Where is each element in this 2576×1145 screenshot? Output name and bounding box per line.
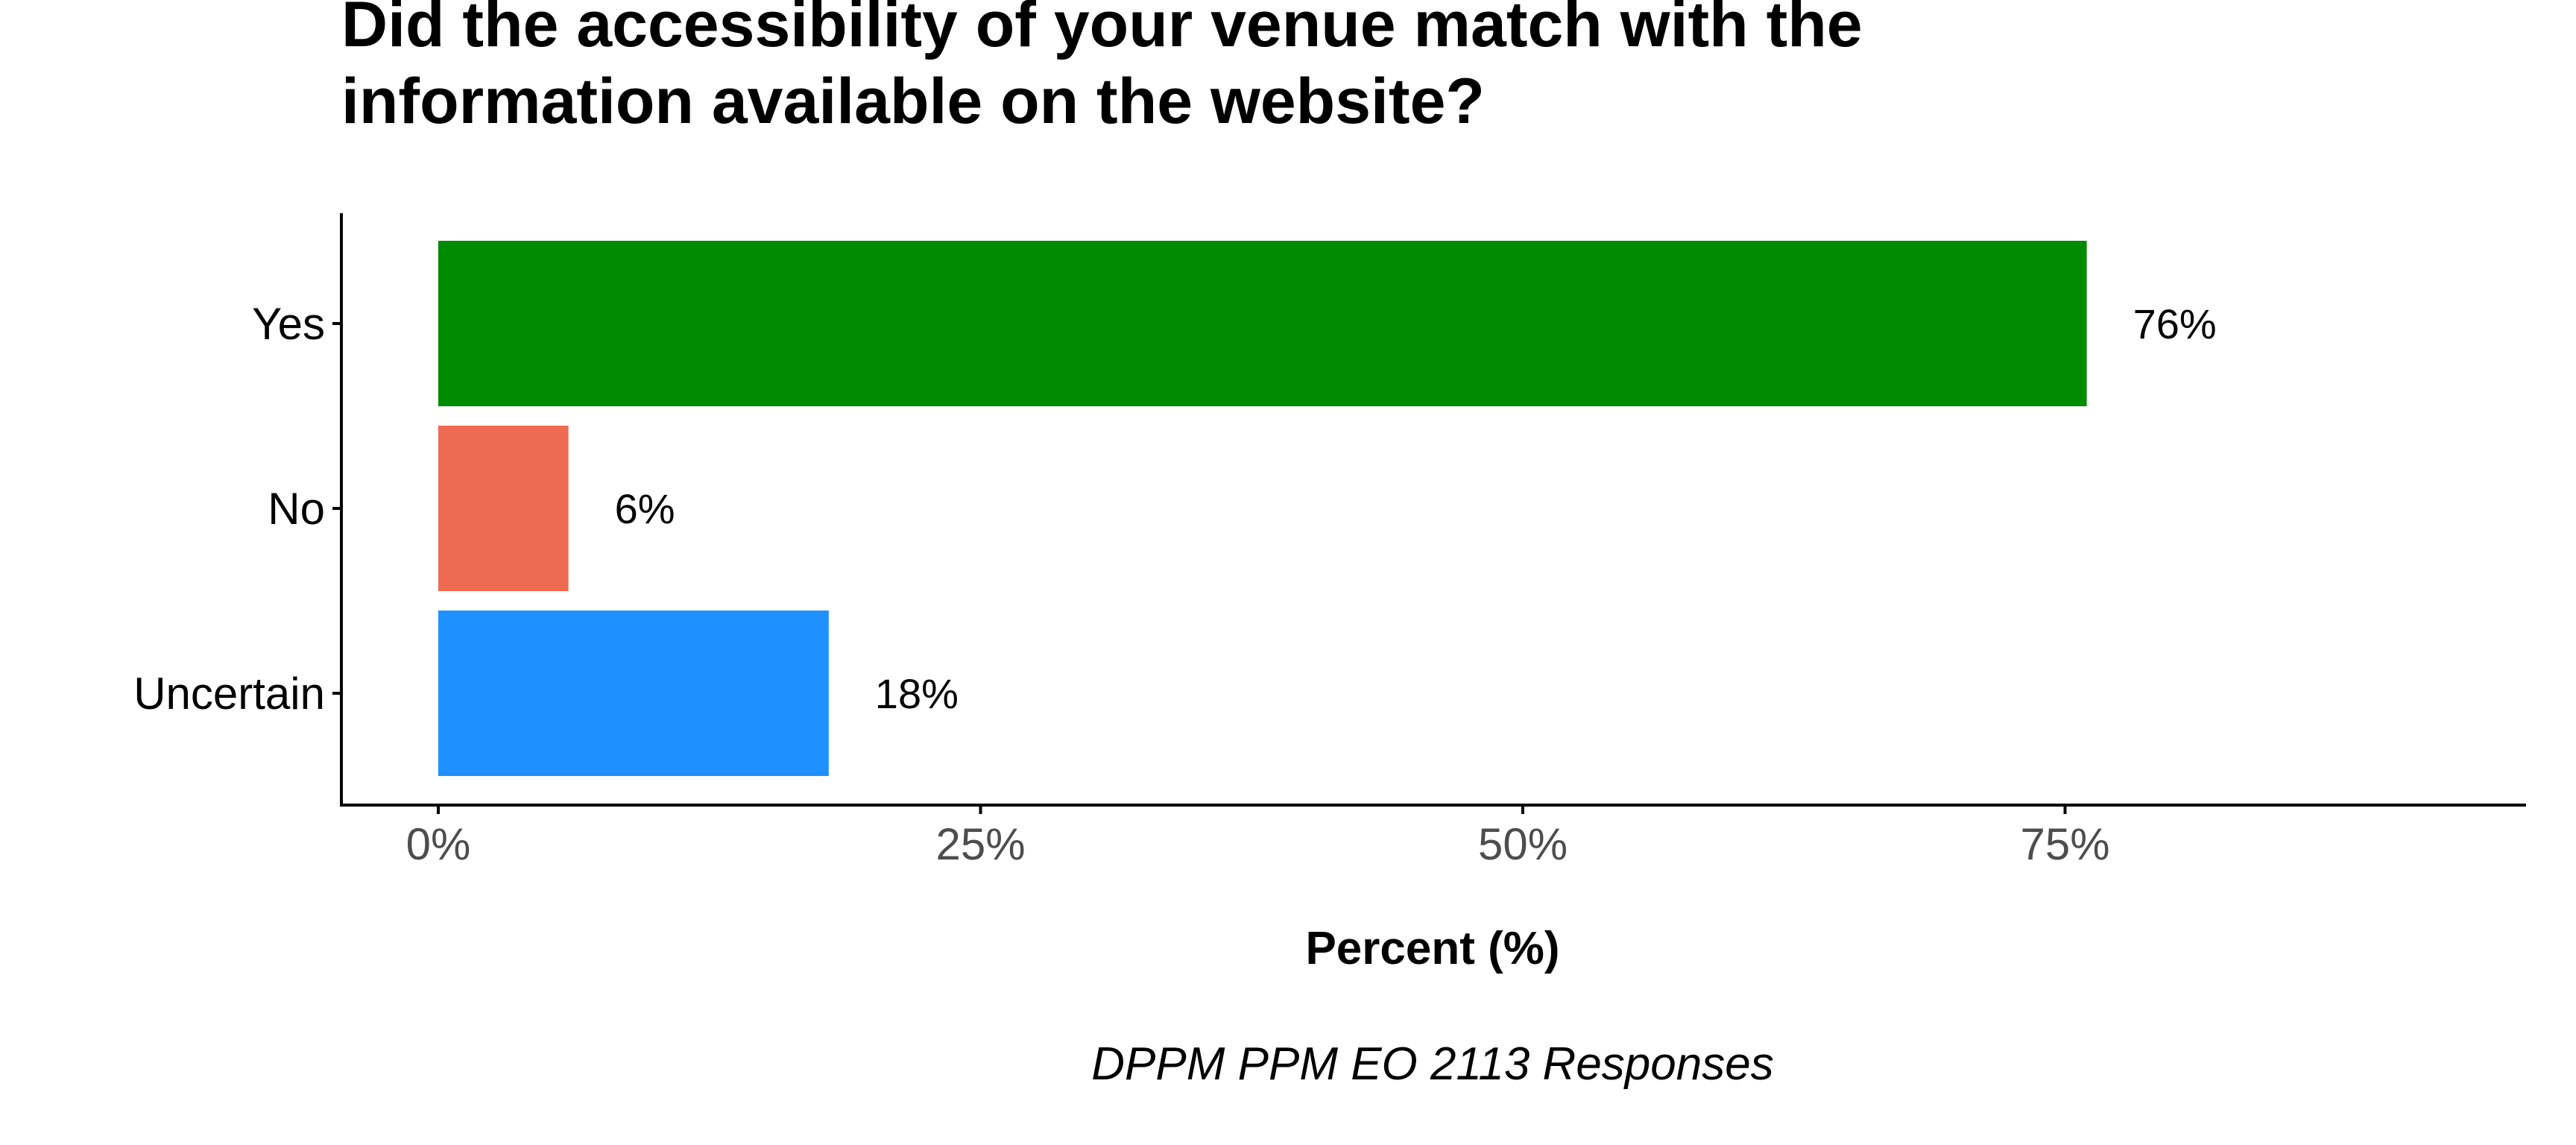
x-tick-label-0: 0% <box>406 819 471 869</box>
chart-title-line-1: Did the accessibility of your venue matc… <box>341 0 1863 60</box>
data-label-yes: 76% <box>2133 300 2217 347</box>
bar-uncertain <box>438 611 829 776</box>
x-axis-title: Percent (%) <box>1305 923 1559 974</box>
bar-no <box>438 426 569 591</box>
data-label-no: 6% <box>615 485 675 532</box>
category-label-yes: Yes <box>252 299 325 349</box>
x-ticks-group: 0% 25% 50% 75% <box>406 805 2110 869</box>
x-tick-label-75: 75% <box>2020 819 2109 869</box>
chart-title-line-2: information available on the website? <box>341 66 1485 137</box>
bar-yes <box>438 241 2087 406</box>
data-label-uncertain: 18% <box>875 670 959 717</box>
category-labels-group: Yes No Uncertain <box>133 299 341 719</box>
category-label-uncertain: Uncertain <box>133 669 325 719</box>
category-label-no: No <box>268 484 325 534</box>
x-tick-label-25: 25% <box>935 819 1025 869</box>
x-tick-label-50: 50% <box>1478 819 1568 869</box>
bars-group <box>438 241 2087 776</box>
chart-caption: DPPM PPM EO 2113 Responses <box>1091 1038 1773 1090</box>
data-labels-group: 76% 6% 18% <box>615 300 2217 717</box>
